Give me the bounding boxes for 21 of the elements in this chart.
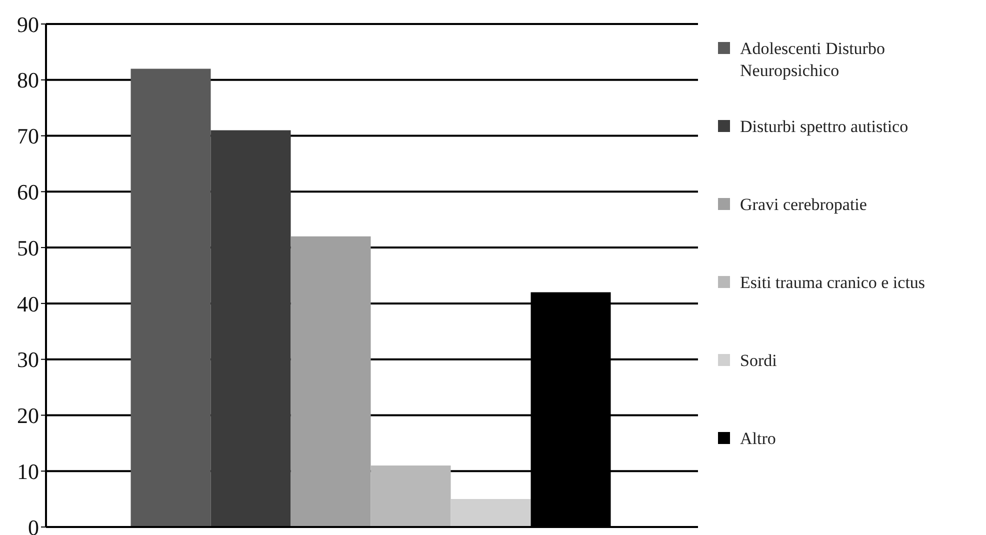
bar — [370, 466, 451, 527]
legend-label: Disturbi spettro autistico — [740, 116, 908, 138]
bar — [450, 499, 531, 527]
legend-label: Gravi cerebropatie — [740, 194, 867, 216]
legend-label: Adolescenti Disturbo Neuropsichico — [740, 38, 886, 82]
y-tick-label: 80 — [17, 68, 39, 93]
legend-label: Sordi — [740, 350, 777, 372]
y-tick-label: 70 — [17, 124, 39, 149]
legend-label: Altro — [740, 428, 776, 450]
y-tick-label: 30 — [17, 347, 39, 372]
y-tick-label: 10 — [17, 458, 39, 484]
y-tick-label: 0 — [28, 514, 39, 535]
y-tick-label: 90 — [17, 12, 39, 37]
y-tick-label: 20 — [17, 403, 39, 428]
bar — [210, 130, 291, 527]
bar — [290, 236, 371, 527]
y-tick-label: 40 — [17, 291, 39, 316]
y-tick-label: 50 — [17, 235, 39, 260]
y-tick-label: 60 — [17, 179, 39, 204]
legend-label: Esiti trauma cranico e ictus — [740, 272, 926, 294]
bar — [130, 68, 211, 527]
